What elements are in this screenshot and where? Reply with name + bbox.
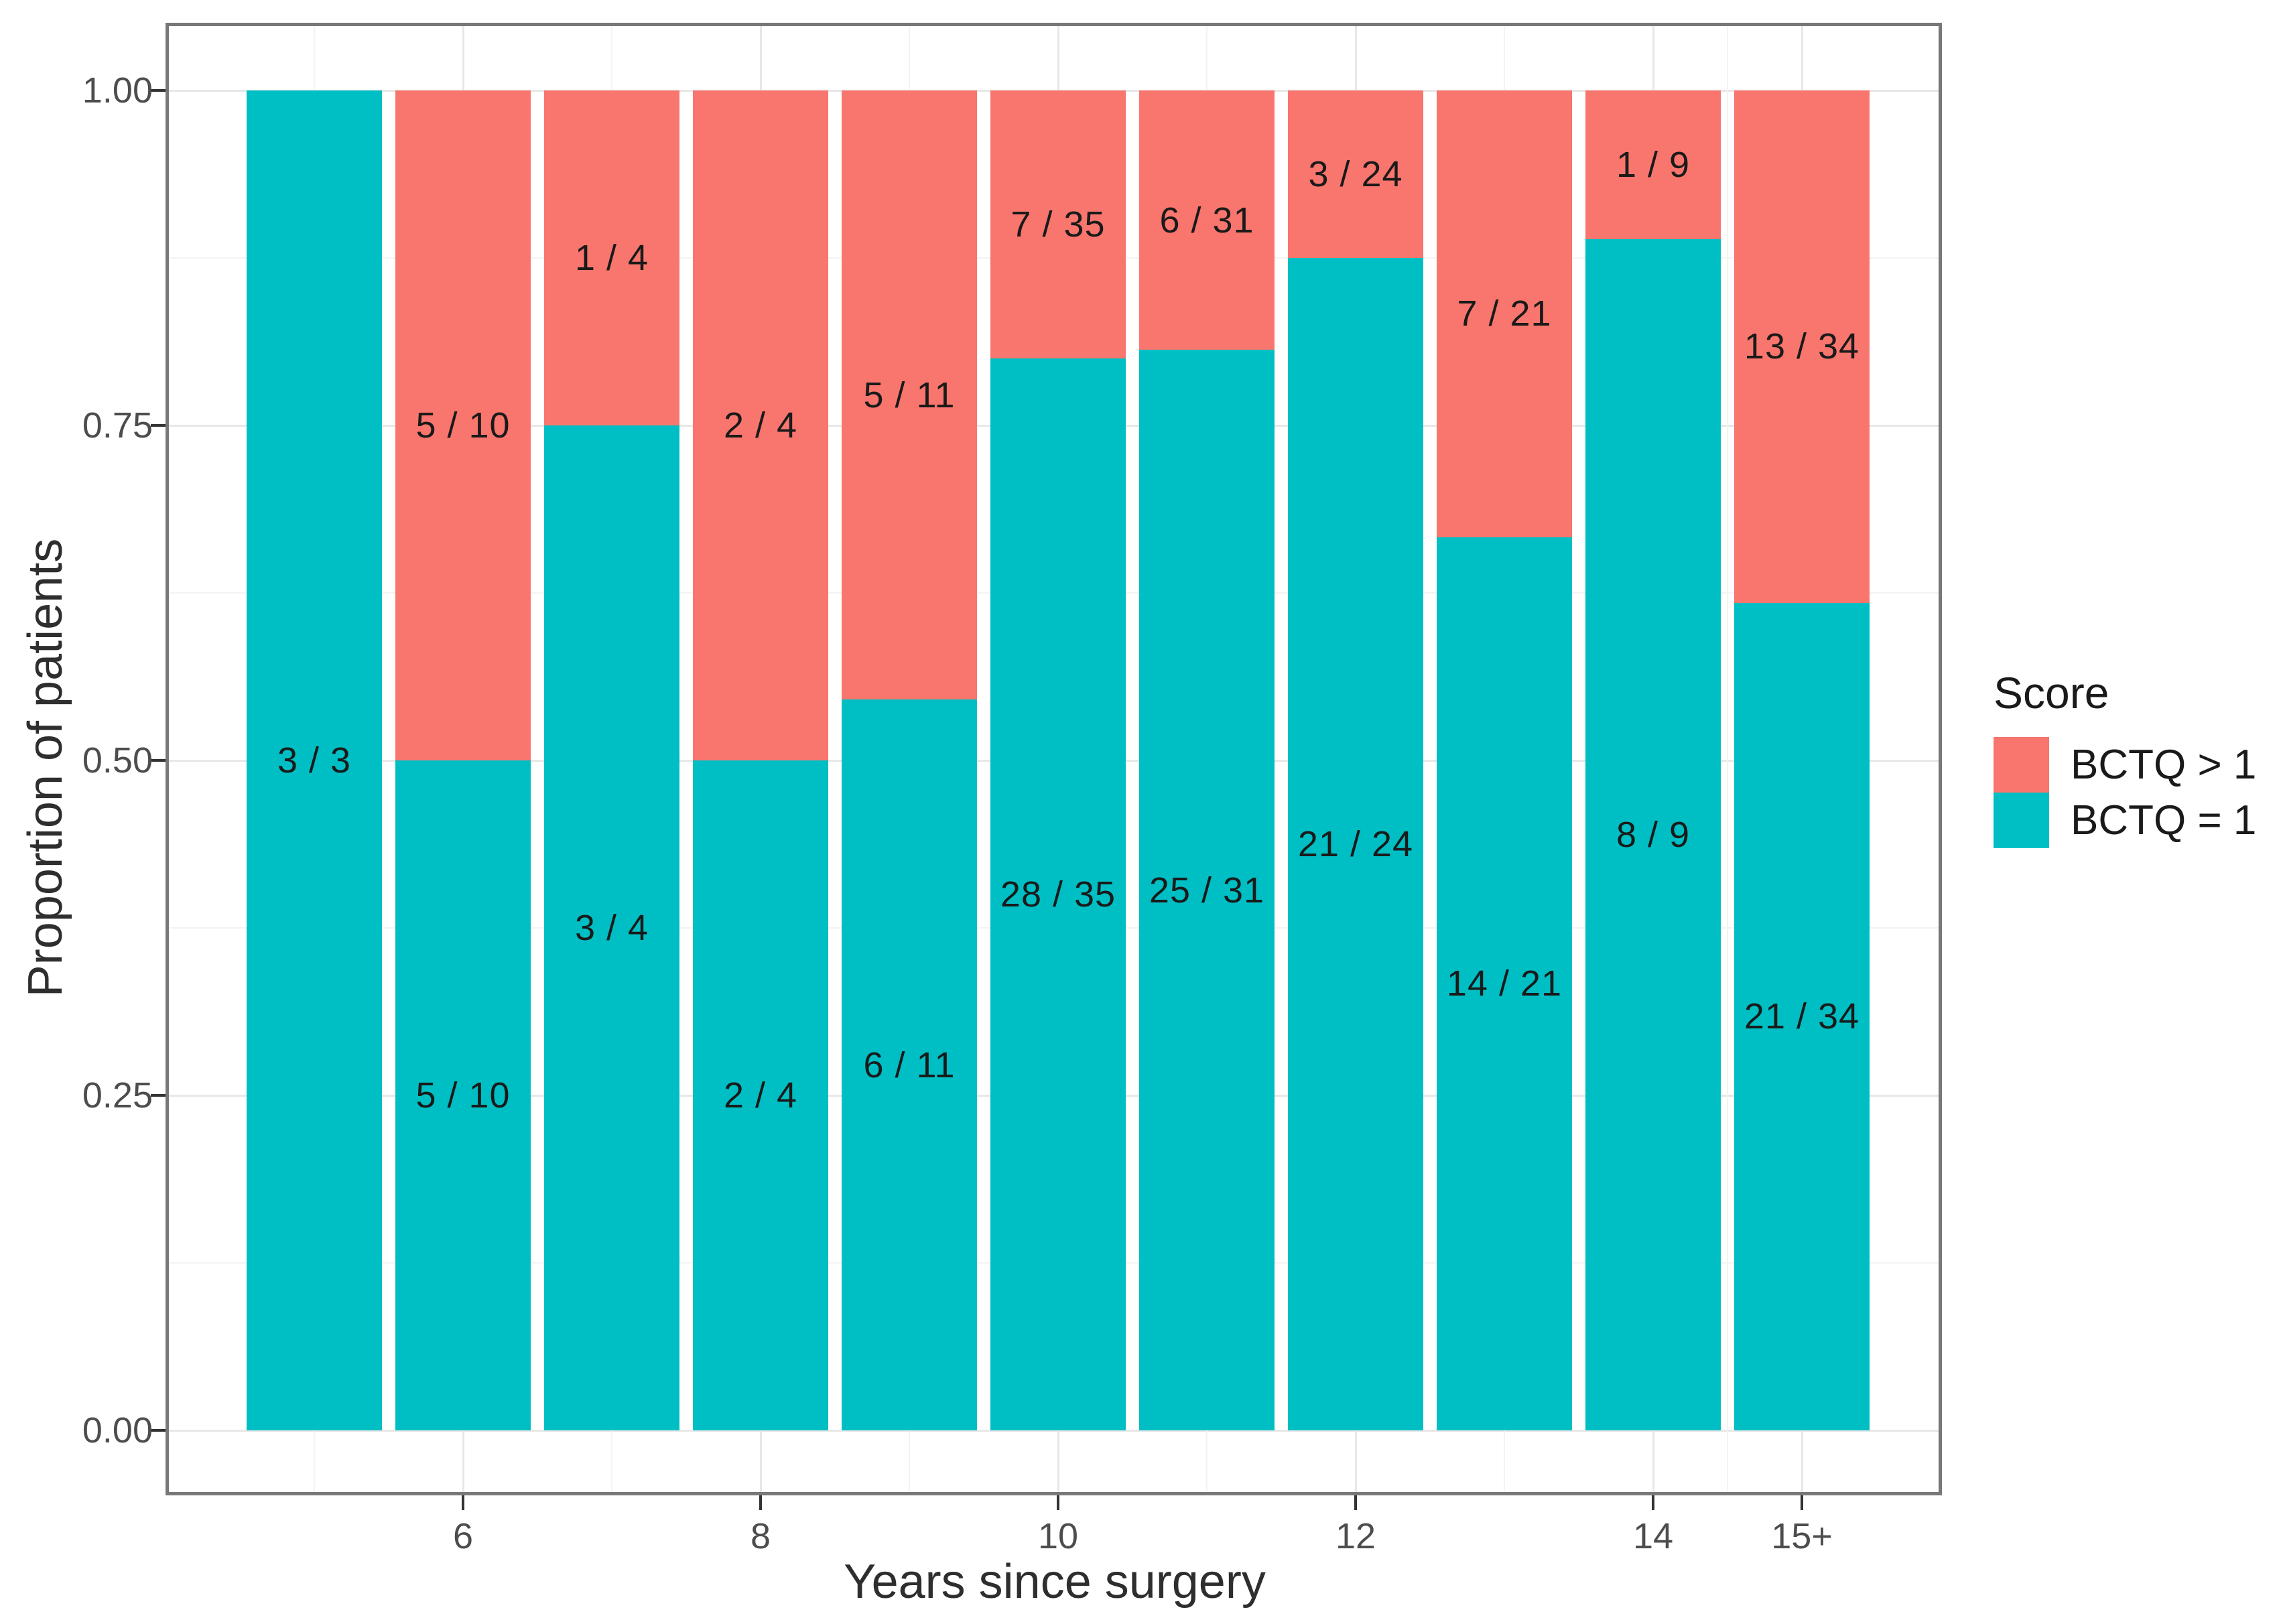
bar-segment-bctq-eq-1 bbox=[1734, 602, 1870, 1430]
y-tick-label: 0.00 bbox=[82, 1410, 153, 1450]
bar-segment-bctq-eq-1 bbox=[395, 760, 531, 1430]
x-tick-label: 15+ bbox=[1771, 1516, 1833, 1556]
x-tick-label: 14 bbox=[1632, 1516, 1674, 1556]
legend-title: Score bbox=[1994, 668, 2109, 718]
bar-segment-bctq-eq-1 bbox=[1139, 350, 1275, 1430]
bar-count-label: 3 / 3 bbox=[277, 740, 352, 781]
bar-count-label: 2 / 4 bbox=[723, 1075, 798, 1115]
bar-segment-bctq-eq-1 bbox=[842, 699, 977, 1430]
y-tick-mark bbox=[151, 89, 166, 92]
legend-label: BCTQ > 1 bbox=[2071, 742, 2257, 788]
bar-count-label: 7 / 21 bbox=[1457, 293, 1552, 334]
bar-segment-bctq-eq-1 bbox=[693, 760, 828, 1430]
legend-item-bctq-eq-1: BCTQ = 1 bbox=[1994, 793, 2275, 848]
y-tick-label: 0.50 bbox=[82, 740, 153, 781]
bar-count-label: 13 / 34 bbox=[1744, 326, 1860, 367]
y-tick-mark bbox=[151, 1429, 166, 1432]
y-tick-label: 0.25 bbox=[82, 1075, 153, 1115]
bar-count-label: 3 / 24 bbox=[1308, 154, 1403, 194]
x-tick-mark bbox=[1652, 1495, 1654, 1510]
legend-swatch-bctq-eq-1-icon bbox=[1994, 793, 2049, 848]
legend-item-bctq-gt-1: BCTQ > 1 bbox=[1994, 737, 2275, 793]
x-tick-mark bbox=[1354, 1495, 1357, 1510]
bar-segment-bctq-eq-1 bbox=[1585, 239, 1721, 1430]
y-tick-mark bbox=[151, 759, 166, 762]
bar-segment-bctq-gt-1 bbox=[1734, 90, 1870, 603]
x-tick-label: 6 bbox=[452, 1516, 474, 1556]
bar-segment-bctq-eq-1 bbox=[1437, 537, 1572, 1430]
bar-segment-bctq-eq-1 bbox=[247, 90, 382, 1430]
bar-count-label: 5 / 10 bbox=[415, 405, 511, 446]
bar-segment-bctq-eq-1 bbox=[990, 358, 1126, 1430]
x-gridline-minor bbox=[1727, 26, 1728, 1492]
x-axis-title: Years since surgery bbox=[844, 1555, 1266, 1609]
bar-count-label: 21 / 34 bbox=[1744, 996, 1860, 1037]
bar-count-label: 7 / 35 bbox=[1010, 204, 1106, 245]
bar-segment-bctq-gt-1 bbox=[1585, 90, 1721, 240]
bar-segment-bctq-gt-1 bbox=[990, 90, 1126, 358]
legend-swatch-bctq-gt-1-icon bbox=[1994, 737, 2049, 793]
y-tick-mark bbox=[151, 1094, 166, 1097]
y-gridline-major bbox=[169, 1429, 1939, 1432]
y-tick-label: 0.75 bbox=[82, 405, 153, 446]
y-tick-mark bbox=[151, 424, 166, 427]
bar-segment-bctq-gt-1 bbox=[544, 90, 679, 425]
bar-count-label: 21 / 24 bbox=[1297, 824, 1414, 864]
bar-segment-bctq-gt-1 bbox=[1139, 90, 1275, 350]
legend-label: BCTQ = 1 bbox=[2071, 797, 2257, 843]
bar-count-label: 5 / 10 bbox=[415, 1075, 511, 1115]
bar-count-label: 1 / 4 bbox=[574, 238, 649, 278]
plot-area: 3 / 3 5 / 10 5 / 10 3 / 4 1 / 4 2 / 4 2 / 4 6 /… bbox=[169, 26, 1939, 1492]
x-tick-label: 8 bbox=[750, 1516, 771, 1556]
bar-count-label: 6 / 31 bbox=[1159, 200, 1254, 241]
bar-segment-bctq-gt-1 bbox=[693, 90, 828, 760]
x-tick-mark bbox=[1057, 1495, 1059, 1510]
bar-count-label: 8 / 9 bbox=[1616, 815, 1691, 856]
bar-count-label: 1 / 9 bbox=[1616, 145, 1691, 186]
bar-segment-bctq-eq-1 bbox=[544, 425, 679, 1430]
bar-segment-bctq-gt-1 bbox=[842, 90, 977, 699]
bar-count-label: 3 / 4 bbox=[574, 908, 649, 948]
bar-count-label: 14 / 21 bbox=[1446, 963, 1563, 1004]
x-tick-label: 10 bbox=[1037, 1516, 1079, 1556]
x-tick-mark bbox=[462, 1495, 464, 1510]
bar-count-label: 2 / 4 bbox=[723, 405, 798, 446]
y-tick-label: 1.00 bbox=[82, 70, 153, 111]
bar-count-label: 28 / 35 bbox=[1000, 874, 1116, 915]
x-tick-label: 12 bbox=[1335, 1516, 1376, 1556]
bar-segment-bctq-gt-1 bbox=[1288, 90, 1423, 258]
bar-segment-bctq-gt-1 bbox=[1437, 90, 1572, 537]
chart-panel: 3 / 3 5 / 10 5 / 10 3 / 4 1 / 4 2 / 4 2 / 4 6 /… bbox=[166, 23, 1942, 1495]
bar-count-label: 6 / 11 bbox=[863, 1044, 956, 1085]
bar-count-label: 25 / 31 bbox=[1149, 870, 1265, 910]
x-tick-mark bbox=[1801, 1495, 1803, 1510]
bar-segment-bctq-gt-1 bbox=[395, 90, 531, 760]
x-tick-mark bbox=[759, 1495, 762, 1510]
bar-count-label: 5 / 11 bbox=[863, 375, 956, 415]
bar-segment-bctq-eq-1 bbox=[1288, 258, 1423, 1430]
